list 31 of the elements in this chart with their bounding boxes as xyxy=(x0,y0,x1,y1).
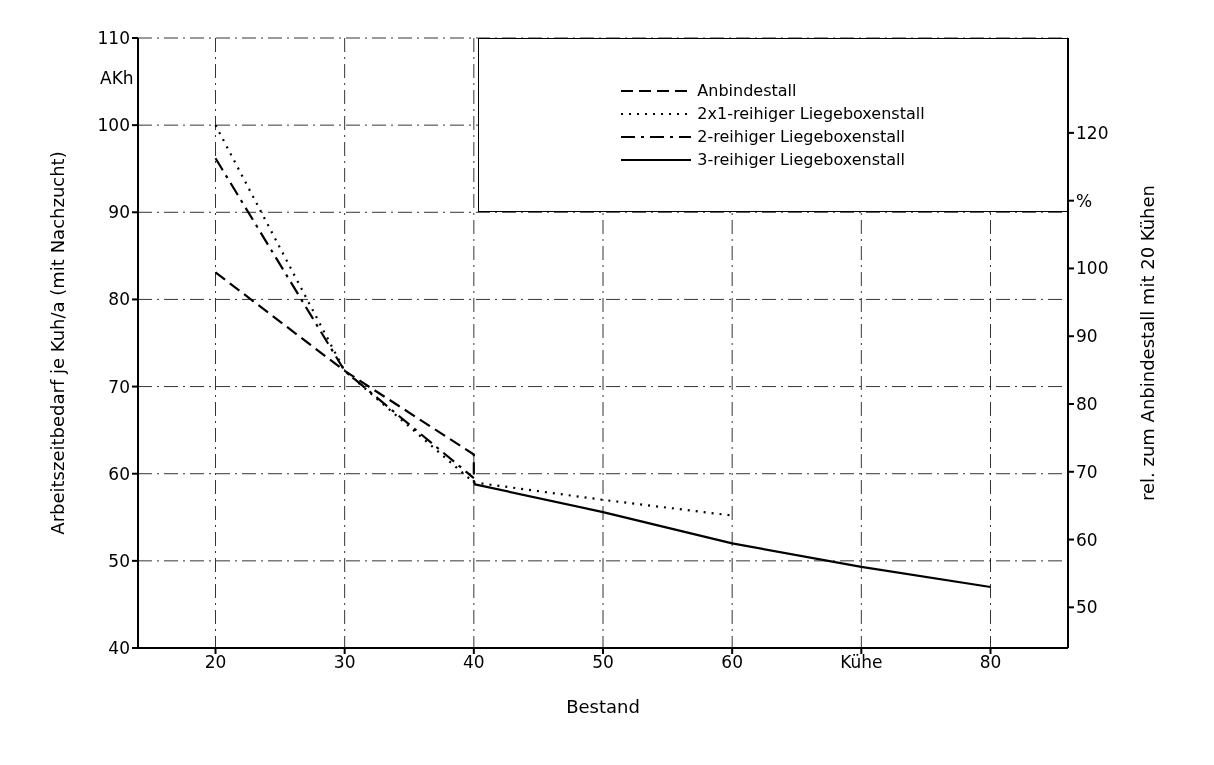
y-tick-label: 60 xyxy=(108,463,130,484)
y-tick-label: 100 xyxy=(97,115,130,136)
y2-tick-label: 70 xyxy=(1076,461,1098,482)
y-tick-label: 80 xyxy=(108,289,130,310)
y2-tick-label: 60 xyxy=(1076,529,1098,550)
y2-tick-label: 50 xyxy=(1076,597,1098,618)
legend-label: 2-reihiger Liegeboxenstall xyxy=(697,127,905,146)
x-tick-label: 30 xyxy=(333,652,356,673)
y-tick-label: 90 xyxy=(108,202,130,223)
y-tick-label: 50 xyxy=(108,550,130,571)
y-tick-label: 40 xyxy=(108,638,130,659)
x-tick-label: Kühe xyxy=(840,652,883,673)
y2-tick-label: 100 xyxy=(1076,258,1109,279)
legend-label: 2x1-reihiger Liegeboxenstall xyxy=(697,104,925,123)
y-axis-title: Arbeitszeitbedarf je Kuh/a (mit Nachzucht) xyxy=(47,151,69,535)
y2-tick-label: 120 xyxy=(1076,122,1109,143)
y2-tick-label: 80 xyxy=(1076,394,1098,415)
x-tick-label: 60 xyxy=(721,652,743,673)
x-axis-title: Bestand xyxy=(566,696,640,717)
legend-label: 3-reihiger Liegeboxenstall xyxy=(697,150,905,169)
y2-axis-title: rel. zum Anbindestall mit 20 Kühen xyxy=(1137,184,1159,502)
y2-tick-label: 90 xyxy=(1076,326,1098,347)
x-tick-label: 50 xyxy=(592,652,614,673)
x-tick-label: 20 xyxy=(204,652,227,673)
y2-tick-label: % xyxy=(1076,190,1093,211)
y-tick-label: 70 xyxy=(108,376,130,397)
x-tick-label: 40 xyxy=(463,652,485,673)
text: AKh xyxy=(100,68,134,88)
legend-label: Anbindestall xyxy=(697,81,797,100)
y-tick-label: 110 xyxy=(97,28,130,49)
x-tick-label: 80 xyxy=(979,652,1002,673)
